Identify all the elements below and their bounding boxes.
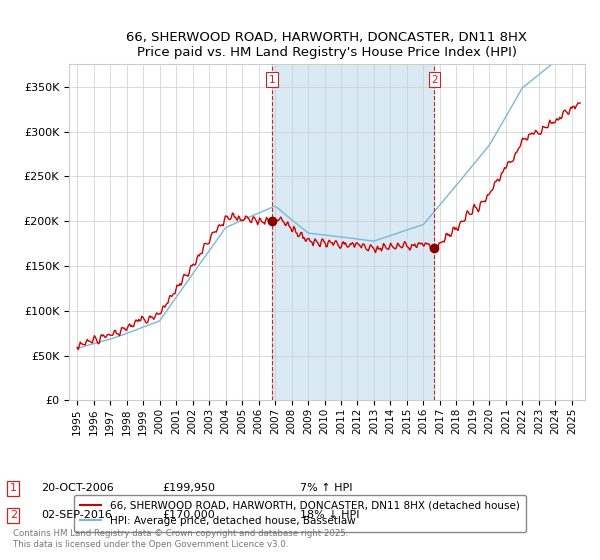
Text: 1: 1 [10, 483, 17, 493]
Text: £199,950: £199,950 [162, 483, 215, 493]
Bar [272, 64, 434, 400]
Text: Contains HM Land Registry data © Crown copyright and database right 2025.
This d: Contains HM Land Registry data © Crown c… [13, 529, 349, 549]
Text: 18% ↓ HPI: 18% ↓ HPI [300, 510, 359, 520]
Legend: 66, SHERWOOD ROAD, HARWORTH, DONCASTER, DN11 8HX (detached house), HPI: Average : 66, SHERWOOD ROAD, HARWORTH, DONCASTER, … [74, 494, 526, 533]
Title: 66, SHERWOOD ROAD, HARWORTH, DONCASTER, DN11 8HX
Price paid vs. HM Land Registry: 66, SHERWOOD ROAD, HARWORTH, DONCASTER, … [127, 31, 527, 59]
Text: 20-OCT-2006: 20-OCT-2006 [41, 483, 113, 493]
Text: 1: 1 [268, 74, 275, 85]
Text: 2: 2 [10, 510, 17, 520]
Text: 2: 2 [431, 74, 438, 85]
Text: £170,000: £170,000 [162, 510, 215, 520]
Text: 02-SEP-2016: 02-SEP-2016 [41, 510, 112, 520]
Text: 7% ↑ HPI: 7% ↑ HPI [300, 483, 353, 493]
